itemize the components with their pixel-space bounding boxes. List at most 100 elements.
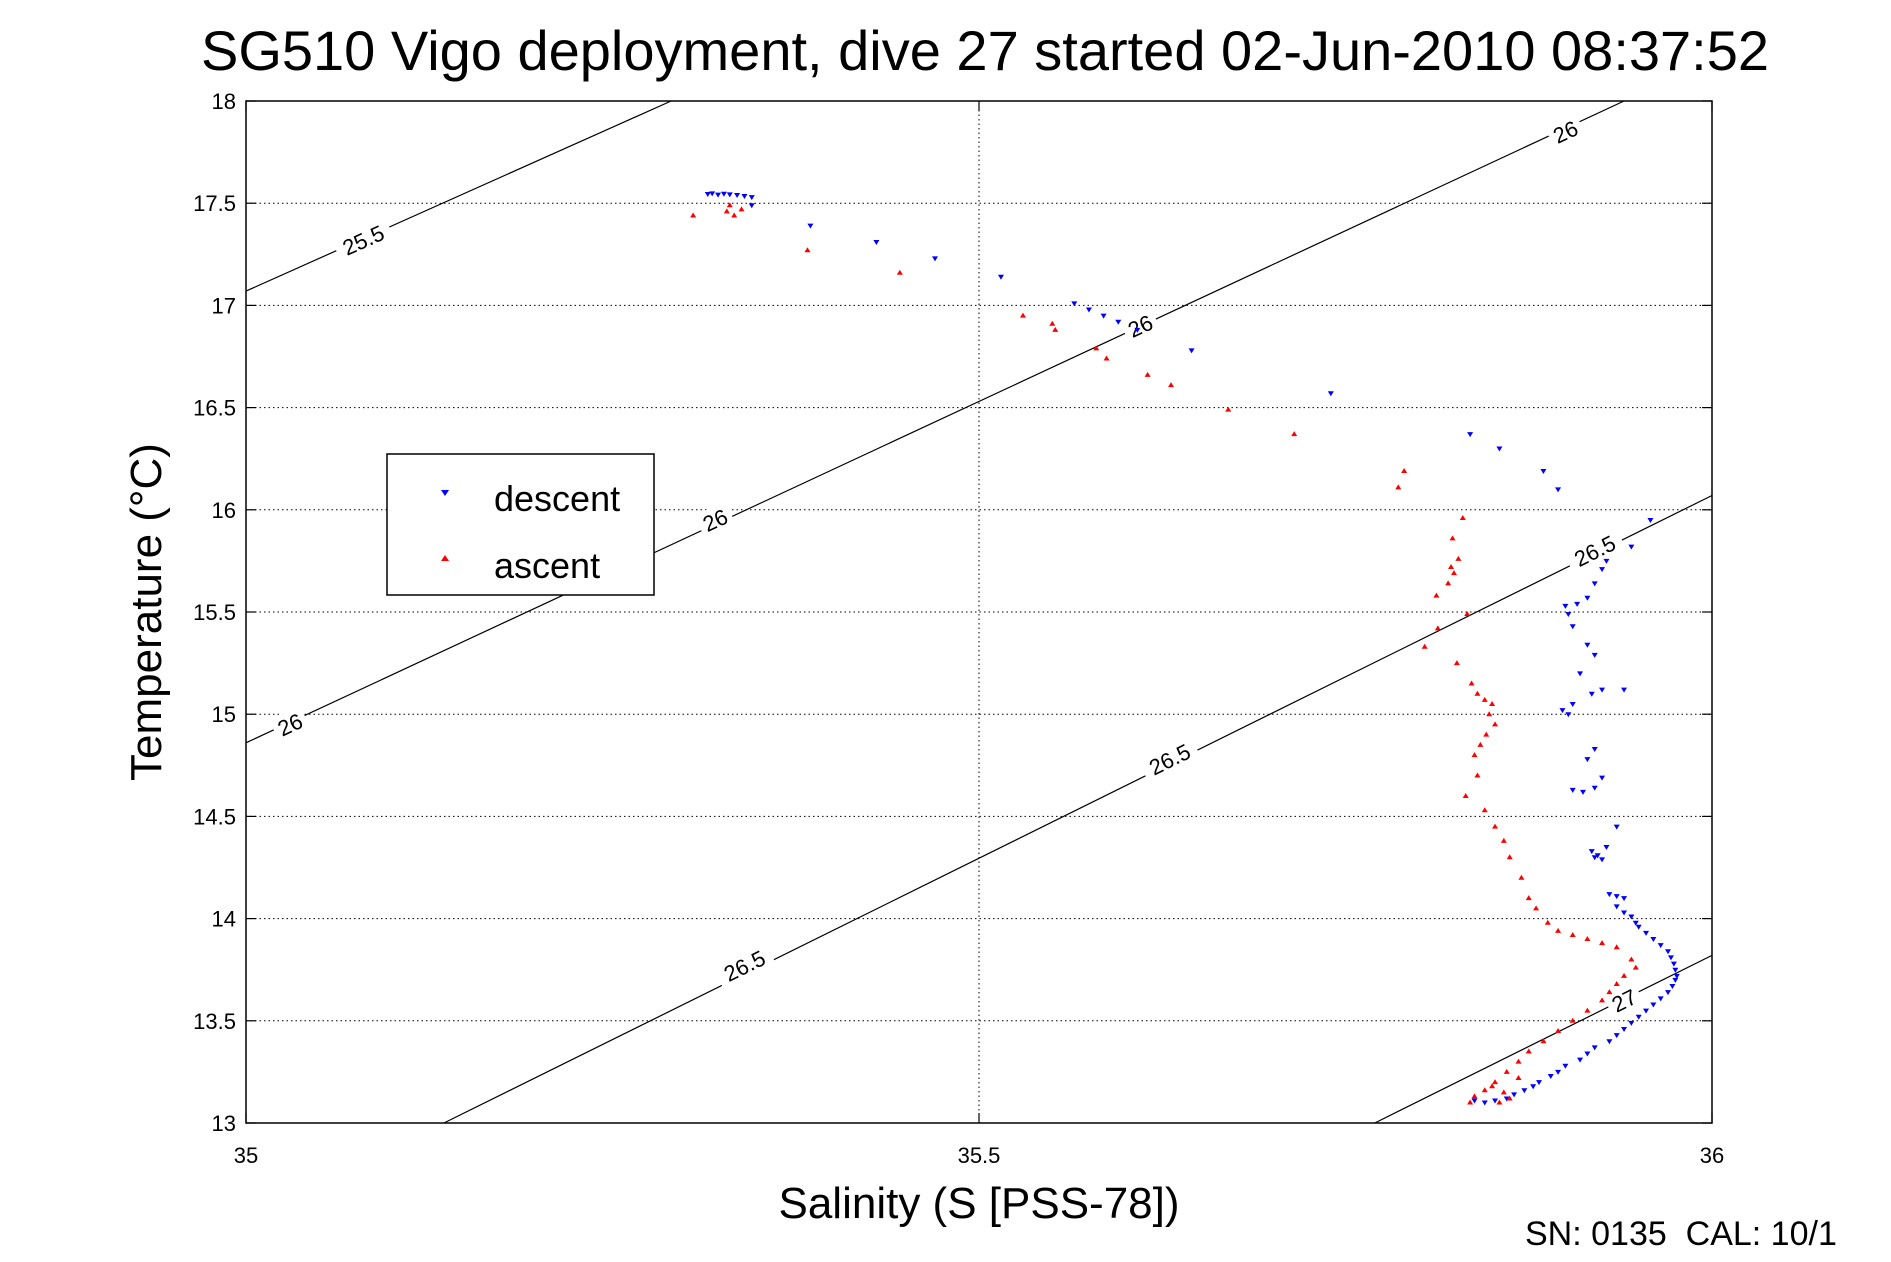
ascent-point [1093,345,1100,351]
ascent-point [1481,807,1488,813]
descent-point [1606,1039,1613,1045]
ascent-point [1395,484,1402,490]
descent-point [1481,1100,1488,1106]
contour-label-bg [712,941,777,991]
ascent-point [1483,731,1490,737]
ascent-point [1464,611,1471,617]
descent-point [1555,1069,1562,1075]
ascent-point [1049,320,1056,326]
descent-point [1594,853,1601,859]
descent-point [1599,775,1606,781]
ascent-point [1506,854,1513,860]
ascent-point [1599,940,1606,946]
descent-point [1530,1084,1537,1090]
descent-point [1599,567,1606,573]
ascent-point [1474,772,1481,778]
ascent-point [1052,326,1059,332]
descent-point [1559,708,1566,714]
descent-point [1467,432,1474,438]
ascent-point [1621,972,1628,978]
descent-point [1569,701,1576,707]
descent-point [1577,671,1584,677]
descent-point [1536,1080,1543,1086]
ascent-point [1489,700,1496,706]
descent-point [1584,757,1591,763]
contour-label-bg [1562,526,1627,576]
y-axis-label: Temperature (°C) [122,443,171,781]
descent-point [734,193,741,199]
ascent-point [1544,919,1551,925]
ascent-point [1474,690,1481,696]
ascent-point [1492,721,1499,727]
ascent-point [1506,1095,1513,1101]
descent-point [1621,687,1628,693]
descent-point [1621,896,1628,902]
legend-ascent-marker [441,555,449,561]
descent-point [1672,967,1679,973]
y-tick-label: 16.5 [193,396,236,421]
y-tick-label: 14 [212,907,236,932]
ascent-point [1500,837,1507,843]
x-tick-label: 36 [1700,1143,1724,1168]
ascent-point [1606,989,1613,995]
ascent-point [738,206,745,212]
descent-point [704,192,711,198]
descent-point [1503,1096,1510,1102]
contour-line-26.5 [443,494,1713,1124]
descent-point [1643,930,1650,936]
descent-point [1115,319,1122,325]
ascent-point [1450,570,1457,576]
ascent-point [1496,1099,1503,1105]
ascent-point [1569,931,1576,937]
ascent-point [1103,355,1110,361]
descent-point [1628,1020,1635,1026]
descent-point [1670,961,1677,967]
ascent-point [1481,696,1488,702]
descent-point [1603,558,1610,564]
descent-point [1565,712,1572,718]
ascent-point [723,208,730,214]
descent-point [1085,307,1092,313]
contour-line-26 [245,100,1625,744]
legend-ascent-label: ascent [494,545,600,586]
descent-point [1613,904,1620,910]
contour-label-bg [1137,734,1202,784]
descent-point [1496,446,1503,452]
descent-point [807,223,814,229]
descent-point [1511,1092,1518,1098]
descent-point [1657,996,1664,1002]
descent-point [709,191,716,197]
ascent-point [1492,1079,1499,1085]
y-tick-label: 13 [212,1111,236,1136]
legend-box [386,453,655,596]
ascent-point [1467,1099,1474,1105]
ascent-point [1500,1089,1507,1095]
ascent-point [1632,964,1639,970]
ascent-point [1449,535,1456,541]
ascent-point [1168,382,1175,388]
descent-point [1606,892,1613,898]
descent-point [1555,487,1562,493]
descent-point [1621,1026,1628,1032]
ascent-point [1225,406,1232,412]
legend: descent ascent [386,453,655,596]
descent-point [1669,984,1676,990]
descent-point [997,274,1004,280]
descent-point [1547,1073,1554,1079]
ascent-point [1462,792,1469,798]
descent-point [1492,1098,1499,1104]
ascent-point [1525,895,1532,901]
ascent-point [1569,1017,1576,1023]
y-tick-label: 17 [212,293,236,318]
descent-point [1588,849,1595,855]
descent-point [1562,1063,1569,1069]
ascent-point [1533,905,1540,911]
y-tick-label: 16 [212,498,236,523]
legend-descent-label: descent [494,478,620,519]
descent-point [1591,581,1598,587]
ascent-point [1613,981,1620,987]
descent-point [748,195,755,201]
ascent-point [1468,680,1475,686]
ascent-point [1448,564,1455,570]
descent-point [1471,1098,1478,1104]
